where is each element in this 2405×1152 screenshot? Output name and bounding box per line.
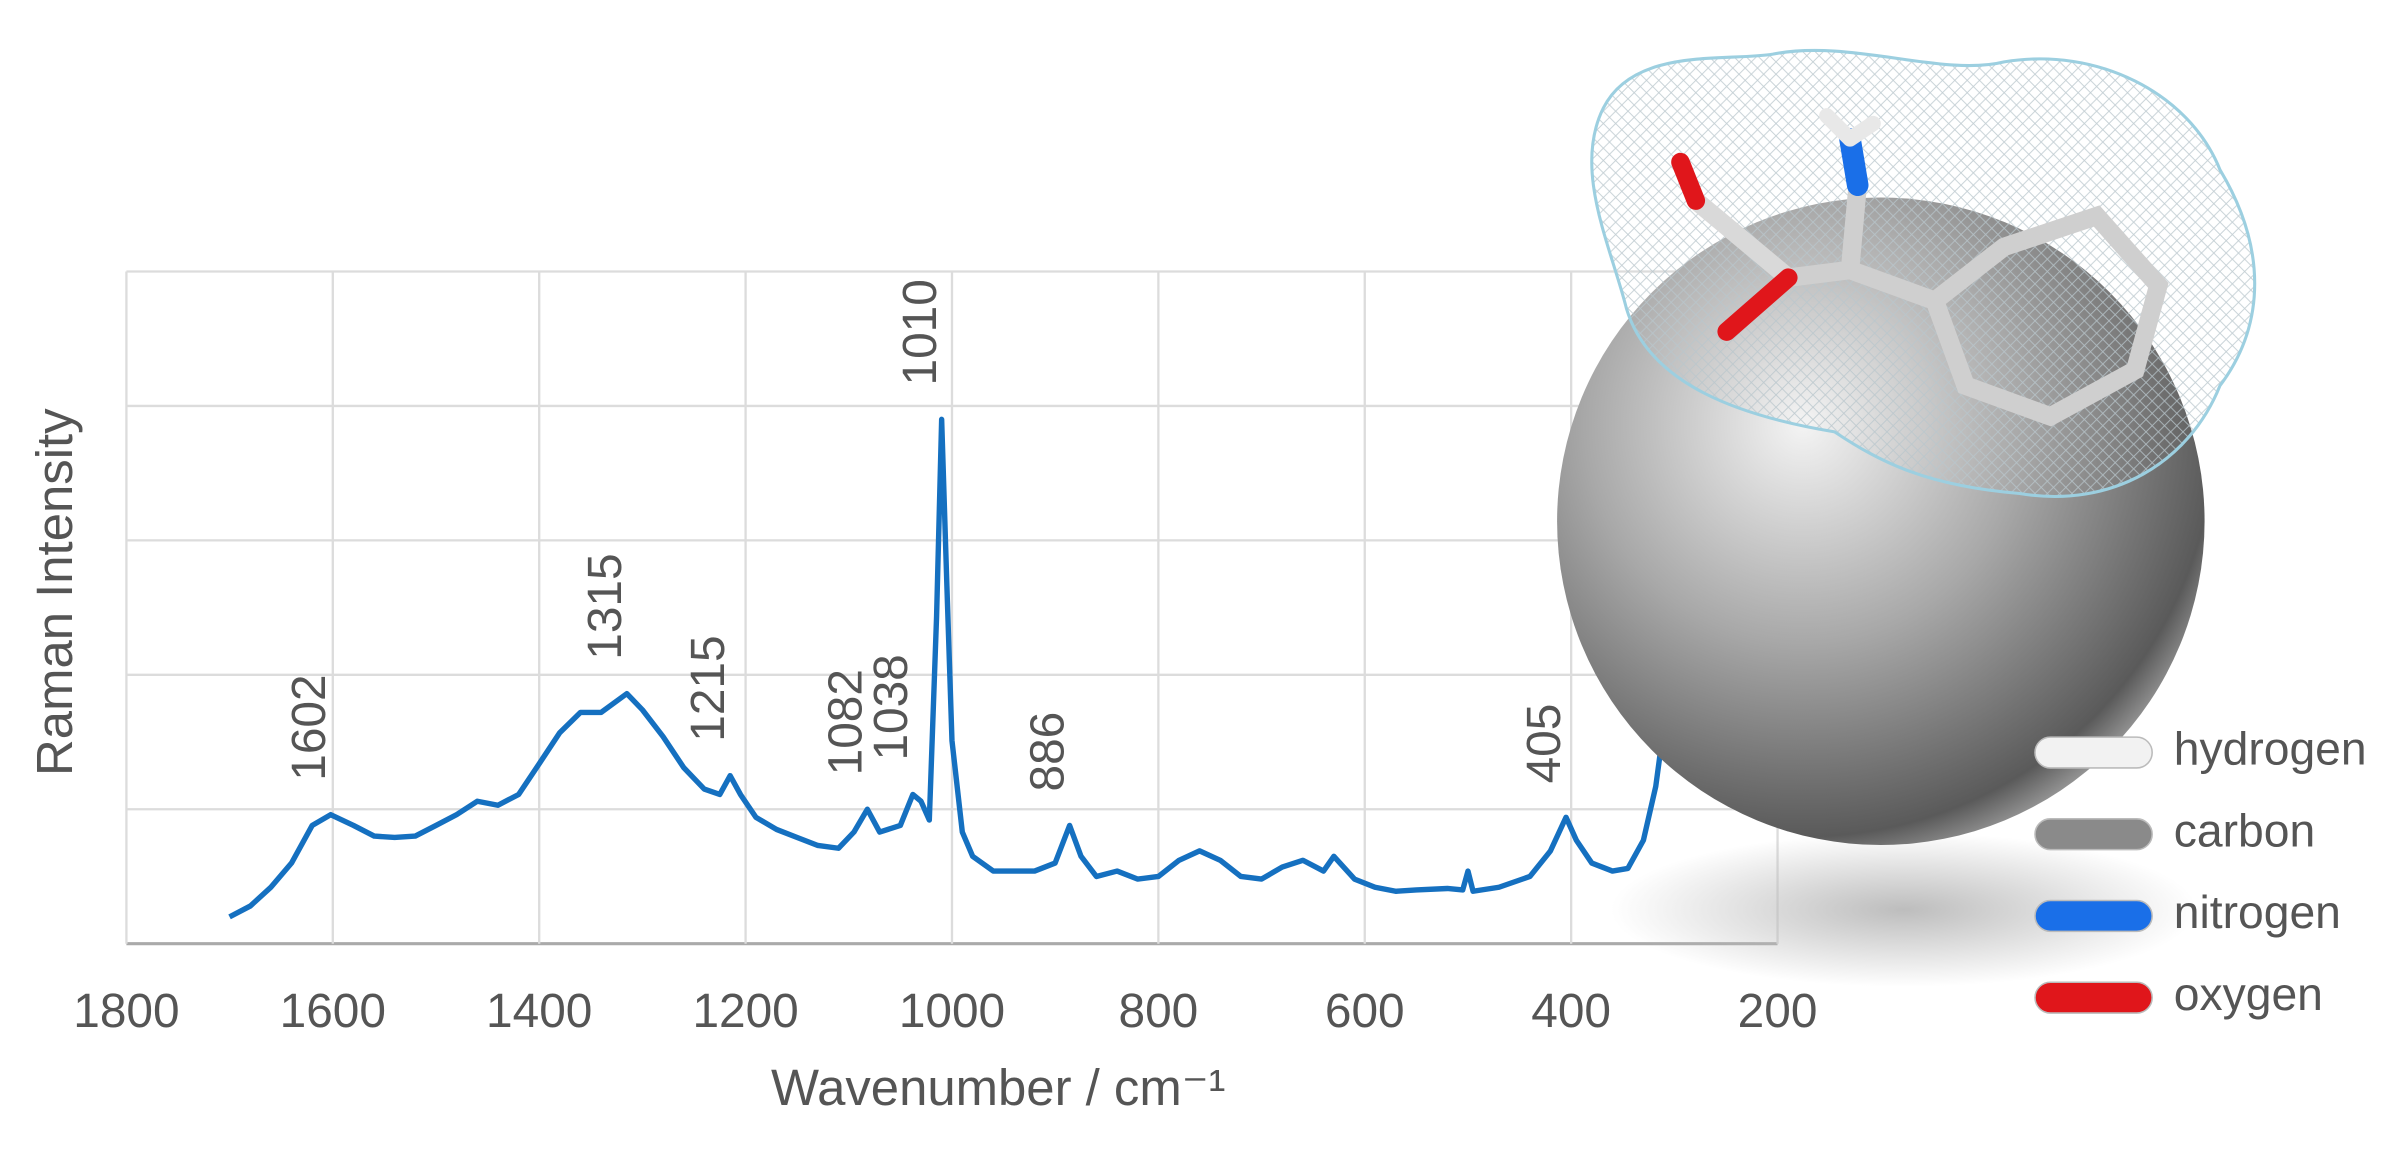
legend-swatch [2034, 981, 2153, 1014]
peak-label: 1315 [579, 553, 632, 659]
peak-label: 405 [1518, 704, 1571, 784]
sphere-shadow [1611, 832, 2197, 987]
legend-label: nitrogen [2174, 886, 2341, 938]
atom-legend: hydrogen carbon nitrogen oxygen [2034, 723, 2367, 1020]
peak-label: 1082 [819, 669, 872, 775]
x-tick-label: 1200 [692, 985, 798, 1038]
plot-area: 1800 1600 1400 1200 1000 800 600 400 200 Wavenumb… [26, 270, 1818, 1116]
peak-label: 1602 [283, 674, 336, 780]
legend-label: hydrogen [2174, 723, 2367, 775]
x-tick-label: 1400 [486, 985, 592, 1038]
spectrum-line [228, 416, 1667, 920]
x-tick-label: 1000 [899, 985, 1005, 1038]
legend-swatch [2034, 899, 2153, 933]
legend-label: oxygen [2174, 968, 2323, 1020]
legend-label: carbon [2174, 804, 2315, 856]
x-tick-label: 600 [1325, 985, 1405, 1038]
peak-label: 1010 [894, 279, 947, 385]
legend-swatch [2034, 736, 2153, 769]
peak-label: 886 [1022, 712, 1075, 792]
x-tick-label: 800 [1119, 985, 1199, 1038]
molecule-sticks [1671, 108, 2169, 427]
y-axis-title: Raman Intensity [26, 408, 83, 776]
x-axis-title: Wavenumber / cm⁻¹ [771, 1059, 1226, 1116]
peak-label: 1038 [865, 654, 918, 760]
x-tick-label: 1600 [280, 985, 386, 1038]
peak-label: 1215 [682, 635, 735, 741]
x-tick-label: 200 [1738, 985, 1818, 1038]
x-tick-label: 400 [1531, 985, 1611, 1038]
x-tick-label: 1800 [73, 985, 179, 1038]
particle-illustration [1557, 48, 2257, 987]
legend-swatch [2034, 818, 2153, 851]
